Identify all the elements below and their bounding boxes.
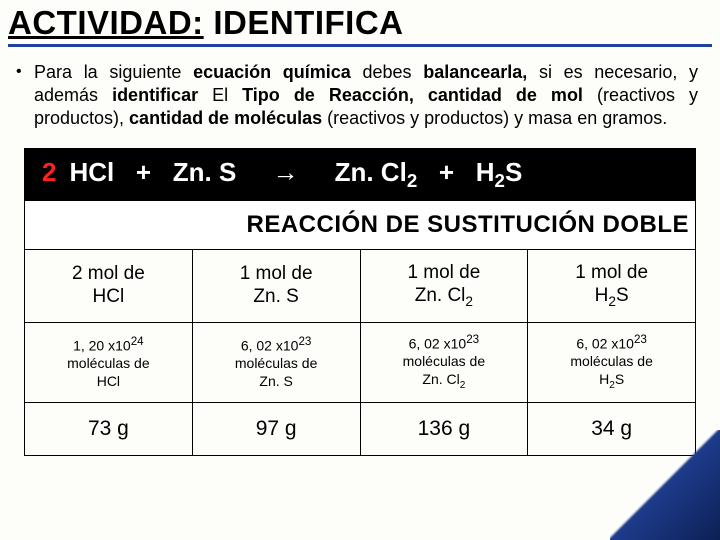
- mass-c1: 73 g: [25, 403, 193, 456]
- molec-c3sup: 23: [466, 333, 479, 346]
- title-prefix: ACTIVIDAD:: [8, 4, 204, 41]
- mol-c4b-sub: 2: [608, 294, 616, 309]
- eq-plus2: +: [439, 157, 454, 187]
- reaction-type-cell: REACCIÓN DE SUSTITUCIÓN DOBLE: [25, 201, 696, 250]
- eq-s4a: H: [476, 157, 495, 187]
- molec-c4d: S: [615, 371, 624, 387]
- molec-c2a: 6, 02 x10: [241, 338, 299, 354]
- table-wrap: 2 HCl + Zn. S → Zn. Cl2 + H2S REACCIÓN D…: [0, 140, 720, 456]
- mass-c4: 34 g: [528, 403, 696, 456]
- eq-s4b: S: [505, 157, 522, 187]
- molec-c1a: 1, 20 x10: [73, 338, 131, 354]
- mol-row: 2 mol deHCl 1 mol deZn. S 1 mol deZn. Cl…: [25, 250, 696, 323]
- molec-c3b: moléculas de: [403, 353, 486, 369]
- title-rest: IDENTIFICA: [204, 4, 404, 41]
- para-b1: ecuación química: [193, 62, 362, 82]
- mol-c2b: Zn. S: [253, 286, 298, 307]
- para-b4: Tipo de Reacción, cantidad de mol: [242, 85, 597, 105]
- molec-c1c: HCl: [97, 373, 120, 389]
- equation-coefficient: 2: [36, 157, 62, 188]
- molec-c1b: moléculas de: [67, 355, 150, 371]
- molec-c1: 1, 20 x1024 moléculas de HCl: [25, 323, 193, 403]
- mol-c3a: 1 mol de: [407, 262, 480, 283]
- mass-c3: 136 g: [360, 403, 528, 456]
- mol-c2: 1 mol deZn. S: [192, 250, 360, 323]
- mol-c4: 1 mol deH2S: [528, 250, 696, 323]
- molecules-row: 1, 20 x1024moléculas deHCl 6, 02 x1023mo…: [25, 323, 696, 403]
- equation-row: 2 HCl + Zn. S → Zn. Cl2 + H2S: [25, 149, 696, 201]
- eq-s3-sub: 2: [407, 170, 417, 191]
- eq-s2: Zn. S: [173, 157, 237, 187]
- molec-c4sup: 23: [634, 333, 647, 346]
- para-t4: El: [212, 85, 242, 105]
- mol-c1b: HCl: [93, 286, 125, 307]
- mol-c4a: 1 mol de: [575, 262, 648, 283]
- eq-plus1: +: [136, 157, 151, 187]
- molec-c2b: moléculas de: [235, 355, 318, 371]
- para-t2: debes: [362, 62, 423, 82]
- para-b3: identificar: [112, 85, 212, 105]
- body-paragraph: • Para la siguiente ecuación química deb…: [0, 47, 720, 140]
- mol-c3b-sub: 2: [465, 294, 473, 309]
- para-b2: balancearla,: [423, 62, 539, 82]
- mol-c1a: 2 mol de: [72, 263, 145, 284]
- molec-c4c: H: [599, 371, 609, 387]
- molec-c2sup: 23: [298, 335, 311, 348]
- molec-c4a: 6, 02 x10: [576, 336, 634, 352]
- eq-s1: HCl: [69, 157, 114, 187]
- equation-cell: 2 HCl + Zn. S → Zn. Cl2 + H2S: [25, 149, 696, 201]
- mol-c3b: Zn. Cl: [415, 285, 466, 306]
- title-wrap: ACTIVIDAD: IDENTIFICA: [0, 0, 720, 47]
- mol-c3: 1 mol deZn. Cl2: [360, 250, 528, 323]
- slide-title: ACTIVIDAD: IDENTIFICA: [8, 4, 712, 47]
- molec-c3a: 6, 02 x10: [409, 336, 467, 352]
- mol-c4c: S: [616, 285, 629, 306]
- mol-c1: 2 mol deHCl: [25, 250, 193, 323]
- reaction-type-row: REACCIÓN DE SUSTITUCIÓN DOBLE: [25, 201, 696, 250]
- bullet-icon: •: [16, 62, 22, 82]
- para-t1: Para la siguiente: [34, 62, 193, 82]
- molec-c4: 6, 02 x1023moléculas deH2S: [528, 323, 696, 403]
- mass-row: 73 g 97 g 136 g 34 g: [25, 403, 696, 456]
- slide: ACTIVIDAD: IDENTIFICA • Para la siguient…: [0, 0, 720, 540]
- para-b5: cantidad de moléculas: [129, 108, 327, 128]
- molec-c4b: moléculas de: [570, 353, 653, 369]
- mol-c4b: H: [595, 285, 609, 306]
- para-t6: (reactivos y productos) y masa en gramos…: [327, 108, 667, 128]
- molec-c3sub: 2: [460, 380, 466, 391]
- chem-table: 2 HCl + Zn. S → Zn. Cl2 + H2S REACCIÓN D…: [24, 148, 696, 456]
- molec-c3: 6, 02 x1023 moléculas de Zn. Cl2: [360, 323, 528, 403]
- eq-arrow: →: [272, 157, 298, 187]
- eq-s3: Zn. Cl: [335, 157, 407, 187]
- molec-c2c: Zn. S: [259, 373, 292, 389]
- molec-c1sup: 24: [131, 335, 144, 348]
- mol-c2a: 1 mol de: [240, 263, 313, 284]
- molec-c3c: Zn. Cl: [422, 371, 459, 387]
- molec-c2: 6, 02 x1023 moléculas de Zn. S: [192, 323, 360, 403]
- mass-c2: 97 g: [192, 403, 360, 456]
- eq-s4-sub: 2: [495, 170, 505, 191]
